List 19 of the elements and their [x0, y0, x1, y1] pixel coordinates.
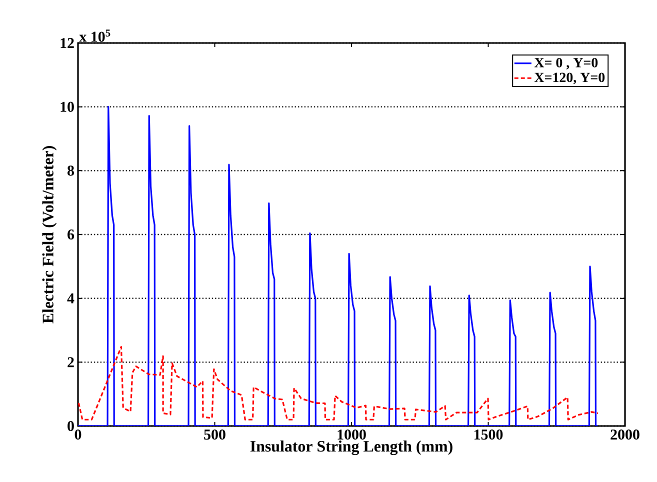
y-tick-label: 0: [68, 420, 74, 432]
legend-label: X= 0 , Y=0: [534, 58, 598, 70]
x-axis-title: Insulator String Length (mm): [250, 440, 452, 456]
y-tick-label: 2: [68, 357, 74, 368]
y-axis-title: Electric Field (Volt/meter): [42, 146, 57, 324]
x-tick-label: 0: [74, 430, 82, 440]
line-series: [78, 106, 598, 426]
x-tick-label: 500: [204, 430, 226, 440]
x-tick-label: 2000: [610, 430, 640, 440]
y-tick-label: 8: [68, 166, 74, 176]
x-tick-label: 1000: [338, 430, 366, 440]
y-tick-label: 10: [60, 102, 74, 112]
y-tick-label: 12: [60, 38, 74, 48]
line-series: [78, 346, 599, 420]
y-tick-label: 4: [67, 293, 74, 304]
text: x 10$^{5}$: [79, 30, 110, 42]
y-tick-label: 6: [68, 229, 74, 240]
legend-label: X=120, Y=0: [534, 72, 605, 84]
x-tick-label: 1500: [474, 430, 503, 440]
